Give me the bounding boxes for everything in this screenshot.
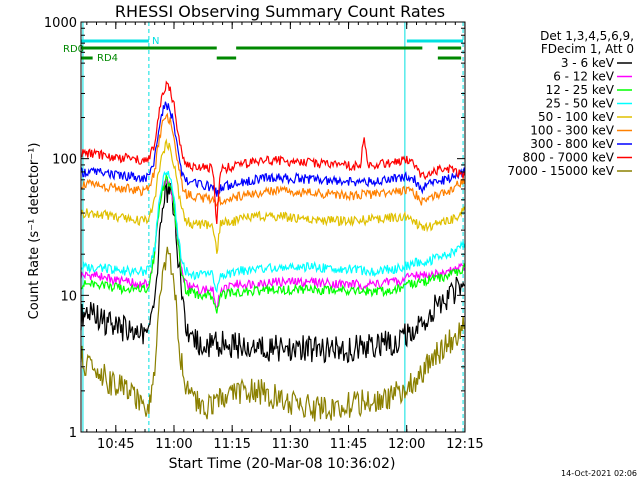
legend-label: 25 - 50 keV xyxy=(546,97,615,111)
x-tick-label: 11:00 xyxy=(155,437,192,452)
legend-header-line-1: Det 1,3,4,5,6,9, xyxy=(540,29,634,43)
legend-label: 50 - 100 keV xyxy=(538,110,615,124)
footer-date: 14-Oct-2021 02:06 xyxy=(561,469,637,478)
series-line-800-7000-kev xyxy=(80,80,466,225)
x-tick-label: 11:45 xyxy=(330,437,367,452)
chart-title: RHESSI Observing Summary Count Rates xyxy=(115,2,445,21)
series-line-12-25-kev xyxy=(80,173,466,314)
series-line-7000-15000-kev xyxy=(80,246,466,422)
x-tick-label: 12:00 xyxy=(388,437,425,452)
plot-frame xyxy=(80,21,466,433)
y-tick-label: 1 xyxy=(69,426,77,441)
legend-label: 6 - 12 keV xyxy=(553,70,615,84)
x-tick-label: 11:15 xyxy=(213,437,250,452)
series-line-6-12-kev xyxy=(80,178,466,308)
x-tick-label: 12:15 xyxy=(446,437,483,452)
legend-label: 800 - 7000 keV xyxy=(523,151,615,165)
flag-label-rd0: RD0 xyxy=(63,44,84,55)
x-tick-label: 10:45 xyxy=(97,437,134,452)
y-tick-label: 10 xyxy=(60,289,77,304)
x-tick-label: 11:30 xyxy=(272,437,309,452)
legend-label: 12 - 25 keV xyxy=(546,83,615,97)
series-line-25-50-kev xyxy=(80,170,466,294)
y-tick-label: 1000 xyxy=(44,16,77,31)
legend-header-line-2: FDecim 1, Att 0 xyxy=(541,42,634,56)
series-line-100-300-kev xyxy=(80,112,466,208)
y-tick-label: 100 xyxy=(52,153,77,168)
y-axis-label: Count Rate (s⁻¹ detector⁻¹) xyxy=(27,143,42,320)
x-axis-label: Start Time (20-Mar-08 10:36:02) xyxy=(169,456,396,472)
series-line-300-800-kev xyxy=(80,101,466,197)
series-line-50-100-kev xyxy=(80,138,466,254)
flag-label-n: N xyxy=(152,36,159,47)
legend-label: 300 - 800 keV xyxy=(530,137,614,151)
legend-label: 100 - 300 keV xyxy=(530,124,614,138)
legend-label: 3 - 6 keV xyxy=(561,56,615,70)
legend-label: 7000 - 15000 keV xyxy=(507,164,614,178)
flag-label-rd4: RD4 xyxy=(97,53,118,64)
series-line-3-6-kev xyxy=(80,182,466,364)
